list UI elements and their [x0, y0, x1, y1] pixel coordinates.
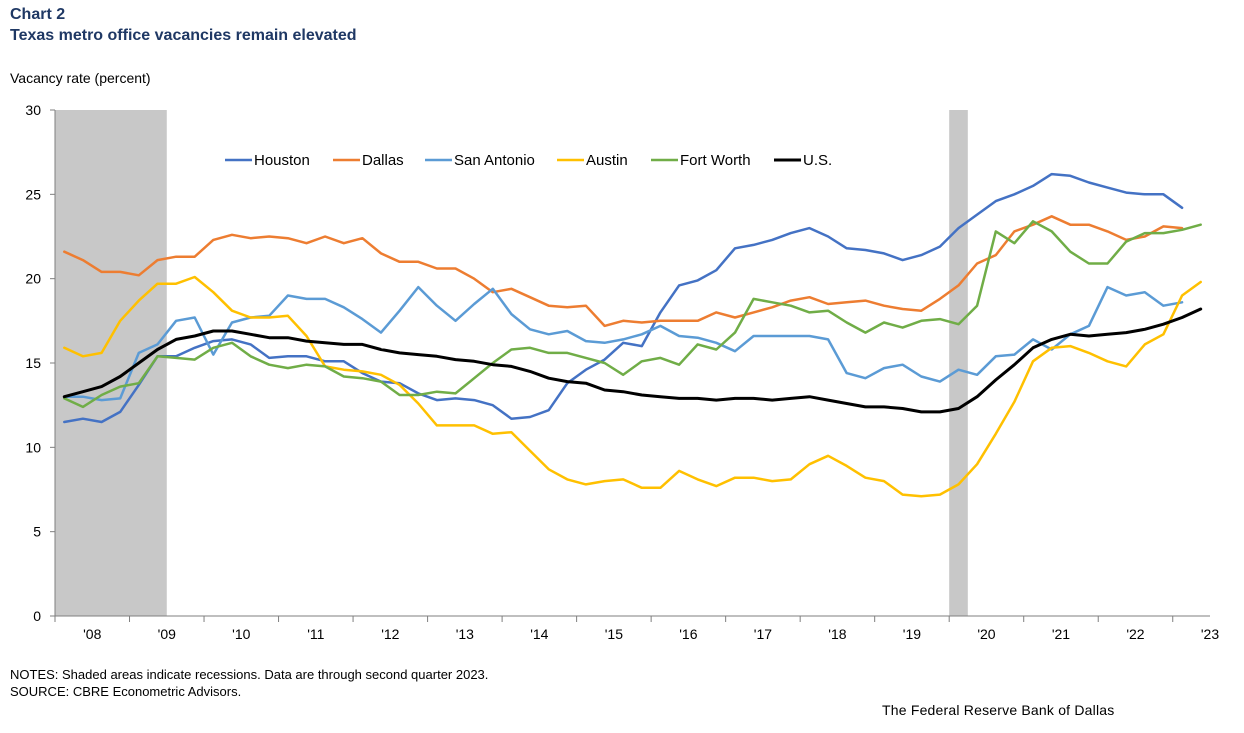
legend-label-san-antonio: San Antonio: [454, 152, 535, 169]
series-line-fort-worth: [63, 220, 1202, 409]
x-tick-label: '08: [83, 626, 101, 642]
publisher-brand: The Federal Reserve Bank of Dallas: [882, 702, 1115, 718]
legend-label-fort-worth: Fort Worth: [680, 152, 751, 169]
recession-band-2: [949, 110, 968, 616]
x-tick-label: '20: [977, 626, 995, 642]
x-tick-label: '22: [1126, 626, 1144, 642]
x-tick-label: '14: [530, 626, 548, 642]
x-tick-label: '10: [232, 626, 250, 642]
series-lines: [62, 172, 1203, 498]
x-tick-label: '12: [381, 626, 399, 642]
y-tick-label: 30: [25, 102, 41, 118]
series-line-houston: [63, 172, 1184, 424]
legend-label-austin: Austin: [586, 152, 628, 169]
chart-label: Chart 2: [10, 6, 66, 23]
y-tick-label: 15: [25, 355, 41, 371]
x-tick-label: '18: [828, 626, 846, 642]
x-tick-label: '11: [307, 626, 324, 642]
recession-shading: [55, 110, 968, 616]
legend-label-dallas: Dallas: [362, 152, 404, 169]
recession-band-1: [55, 110, 167, 616]
y-tick-label: 10: [25, 439, 41, 455]
x-tick-label: '19: [903, 626, 921, 642]
y-tick-label: 5: [33, 524, 41, 540]
legend: Houston Dallas San Antonio Austin Fort Worth…: [225, 152, 832, 169]
x-tick-label: '23: [1201, 626, 1219, 642]
series-line-austin: [63, 275, 1202, 498]
x-tick-label: '15: [605, 626, 623, 642]
notes-text: NOTES: Shaded areas indicate recessions.…: [10, 667, 489, 682]
y-tick-label: 20: [25, 271, 41, 287]
series-line-dallas: [63, 215, 1184, 328]
x-tick-label: '13: [456, 626, 474, 642]
y-tick-label: 25: [25, 186, 41, 202]
x-tick-label: '17: [754, 626, 772, 642]
chart-title: Texas metro office vacancies remain elev…: [10, 27, 357, 44]
y-axis-label: Vacancy rate (percent): [10, 70, 151, 86]
x-tick-label: '09: [158, 626, 176, 642]
axes: 0 5 10 15 20 25 30 '08 '09 '10 '11 '12 '13 '14 '15 '16 '…: [25, 102, 1219, 642]
x-tick-label: '16: [679, 626, 697, 642]
series-line-u-s: [62, 307, 1203, 414]
legend-label-u-s: U.S.: [803, 152, 832, 169]
legend-label-houston: Houston: [254, 152, 310, 169]
source-text: SOURCE: CBRE Econometric Advisors.: [10, 684, 242, 699]
x-tick-label: '21: [1052, 626, 1070, 642]
y-tick-label: 0: [33, 608, 41, 624]
